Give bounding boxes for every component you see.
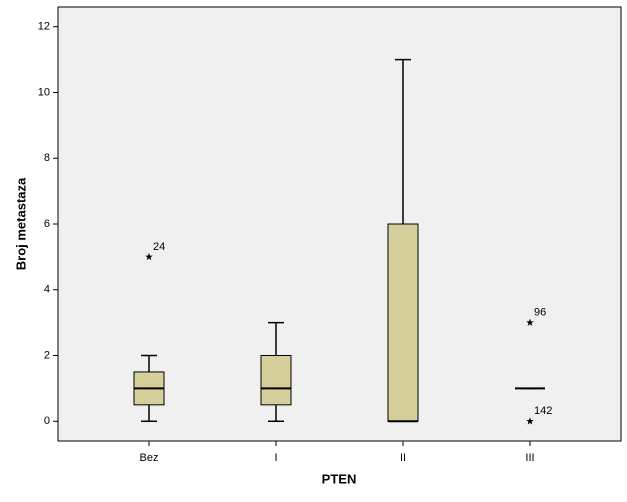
y-tick-label: 10 [38, 86, 50, 98]
outlier [145, 252, 153, 261]
x-tick-label: I [274, 452, 277, 464]
y-axis-title: Broj metastaza [13, 177, 28, 270]
outlier-label: 24 [153, 241, 165, 253]
outlier-label: 96 [534, 307, 546, 319]
outlier [526, 417, 534, 425]
plot-area [57, 6, 622, 442]
y-tick-label: 12 [38, 21, 50, 33]
box [387, 223, 419, 422]
y-tick-label: 6 [44, 218, 50, 230]
outlier [526, 318, 534, 326]
box [260, 355, 292, 406]
x-tick-label: II [400, 452, 406, 464]
y-tick-label: 0 [44, 415, 50, 427]
outlier-label: 142 [534, 405, 552, 417]
x-axis-title: PTEN [322, 471, 357, 486]
x-tick-label: Bez [140, 452, 159, 464]
y-tick-label: 4 [44, 284, 50, 296]
y-tick-label: 8 [44, 152, 50, 164]
y-tick-label: 2 [44, 349, 50, 361]
x-tick-label: III [525, 452, 534, 464]
